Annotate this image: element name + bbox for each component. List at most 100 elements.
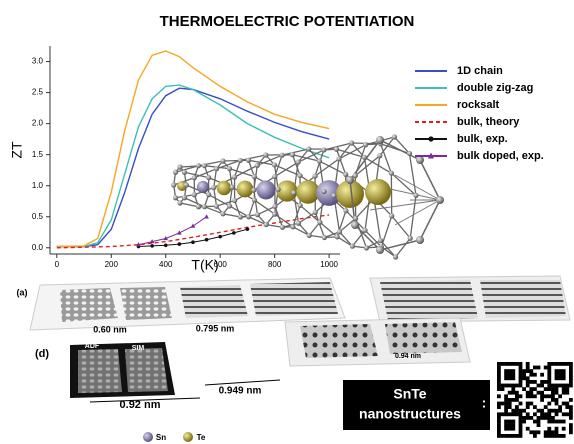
qr-module — [562, 402, 566, 406]
qr-module — [529, 394, 533, 398]
qr-module — [569, 398, 573, 402]
qr-module — [569, 405, 573, 409]
qr-module — [511, 434, 515, 438]
carbon-atom — [171, 182, 176, 187]
qr-module — [519, 394, 523, 398]
point — [164, 244, 168, 248]
qr-module — [504, 376, 508, 380]
qr-module — [569, 416, 573, 420]
qr-module — [497, 384, 501, 388]
qr-module — [544, 434, 548, 438]
qr-module — [508, 427, 512, 431]
carbon-atom — [246, 214, 251, 219]
qr-module — [519, 402, 523, 406]
qr-module — [501, 387, 505, 391]
carbon-atom — [296, 160, 301, 165]
qr-module — [555, 434, 559, 438]
annotation: (a) — [17, 287, 28, 297]
carbon-atom — [182, 170, 187, 175]
qr-module — [519, 380, 523, 384]
sn-atom-key — [143, 432, 153, 442]
qr-module — [562, 369, 566, 373]
qr-module — [522, 409, 526, 413]
legend-label: rocksalt — [457, 99, 500, 111]
annotation: 0.94 nm — [395, 353, 421, 360]
qr-module — [569, 380, 573, 384]
carbon-atom — [363, 142, 368, 147]
qr-module — [562, 376, 566, 380]
qr-module — [515, 384, 519, 388]
y-tick-label: 1.5 — [32, 150, 44, 159]
qr-code[interactable] — [495, 360, 574, 444]
carbon-atom — [290, 152, 295, 157]
annotation: 0.795 nm — [196, 323, 235, 333]
qr-module — [526, 362, 530, 366]
panel-image — [300, 324, 378, 358]
callout-line: SnTe — [393, 386, 426, 402]
carbon-atom — [353, 216, 358, 221]
qr-module — [511, 423, 515, 427]
qr-module — [529, 430, 533, 434]
qr-module — [533, 380, 537, 384]
qr-module — [547, 420, 551, 424]
carbon-atom — [377, 153, 382, 158]
panel-image — [380, 280, 478, 320]
qr-module — [508, 420, 512, 424]
panel-image — [250, 282, 338, 316]
point — [205, 238, 209, 242]
carbon-atom — [291, 190, 296, 195]
qr-module — [558, 369, 562, 373]
qr-module — [558, 376, 562, 380]
qr-module — [511, 420, 515, 424]
qr-module — [533, 394, 537, 398]
carbon-atom — [251, 188, 256, 193]
qr-module — [508, 423, 512, 427]
qr-module — [522, 376, 526, 380]
qr-module — [555, 369, 559, 373]
qr-module — [504, 394, 508, 398]
qr-module — [551, 384, 555, 388]
qr-module — [562, 434, 566, 438]
qr-module — [551, 420, 555, 424]
qr-module — [547, 384, 551, 388]
qr-module — [529, 402, 533, 406]
qr-module — [526, 384, 530, 388]
qr-module — [515, 391, 519, 395]
qr-module — [508, 398, 512, 402]
qr-module — [519, 423, 523, 427]
qr-module — [497, 387, 501, 391]
carbon-atom — [349, 140, 354, 145]
carbon-atom — [407, 151, 412, 156]
carbon-atom — [296, 221, 301, 226]
carbon-atom — [317, 159, 322, 164]
carbon-atom — [376, 246, 384, 254]
carbon-atom — [272, 204, 277, 209]
carbon-atom — [232, 198, 237, 203]
qr-module — [497, 416, 501, 420]
qr-module — [540, 398, 544, 402]
qr-module — [519, 384, 523, 388]
qr-module — [551, 416, 555, 420]
qr-module — [511, 387, 515, 391]
carbon-atom — [337, 229, 342, 234]
carbon-atom — [252, 197, 257, 202]
qr-module — [529, 416, 533, 420]
qr-module — [558, 362, 562, 366]
carbon-atom — [192, 192, 197, 197]
qr-module — [562, 427, 566, 431]
carbon-atom — [336, 156, 341, 161]
qr-module — [562, 391, 566, 395]
callout-colon: : — [482, 395, 487, 411]
qr-module — [547, 427, 551, 431]
carbon-atom — [362, 155, 367, 160]
carbon-atom — [192, 175, 197, 180]
annotation: (d) — [35, 348, 49, 360]
qr-module — [551, 430, 555, 434]
qr-module — [497, 362, 501, 366]
qr-module — [533, 420, 537, 424]
qr-module — [544, 366, 548, 370]
qr-module — [562, 420, 566, 424]
carbon-atom — [389, 171, 394, 176]
qr-module — [515, 409, 519, 413]
qr-module — [558, 384, 562, 388]
